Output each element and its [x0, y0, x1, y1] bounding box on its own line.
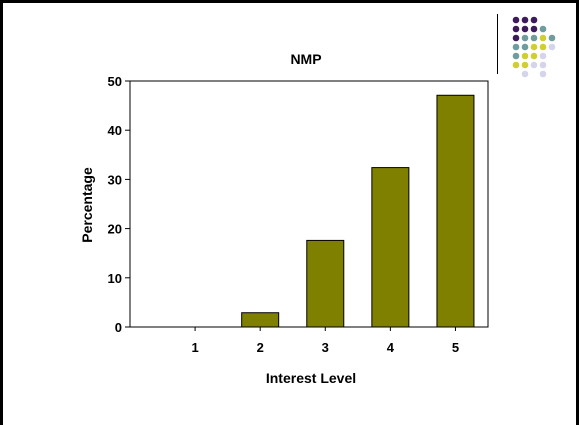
bar-4	[371, 167, 410, 328]
x-axis-label: Interest Level	[266, 370, 356, 386]
decorative-dot	[530, 16, 538, 24]
decorative-dot	[530, 61, 538, 69]
decorative-dot	[521, 61, 529, 69]
decorative-dot-grid	[512, 16, 556, 78]
decorative-dot	[539, 34, 547, 42]
decorative-dot	[512, 61, 520, 69]
bar-2	[241, 312, 280, 328]
decorative-dot	[548, 43, 556, 51]
decorative-dot	[521, 16, 529, 24]
decorative-dot	[530, 52, 538, 60]
decorative-divider	[497, 14, 498, 74]
x-tick-label: 3	[322, 340, 329, 355]
decorative-dot	[512, 16, 520, 24]
y-tick-label: 10	[108, 271, 122, 286]
y-tick-label: 30	[108, 172, 122, 187]
decorative-dot	[521, 52, 529, 60]
chart-title: NMP	[290, 51, 321, 67]
decorative-dot	[521, 43, 529, 51]
x-tick-label: 5	[452, 340, 459, 355]
decorative-dot	[521, 70, 529, 78]
decorative-dot	[512, 34, 520, 42]
x-tick-label: 2	[257, 340, 264, 355]
decorative-dot	[548, 34, 556, 42]
decorative-dot	[530, 43, 538, 51]
decorative-dot	[521, 34, 529, 42]
bar-5	[436, 94, 475, 328]
decorative-dot	[539, 43, 547, 51]
y-tick-label: 50	[108, 74, 122, 89]
decorative-dot	[512, 43, 520, 51]
decorative-dot	[539, 61, 547, 69]
decorative-dot	[521, 25, 529, 33]
y-tick-label: 0	[115, 320, 122, 335]
decorative-dot	[539, 70, 547, 78]
x-tick-label: 1	[191, 340, 198, 355]
y-tick-label: 40	[108, 123, 122, 138]
y-axis-label: Percentage	[79, 167, 95, 243]
decorative-dot	[530, 25, 538, 33]
decorative-dot	[512, 25, 520, 33]
decorative-dot	[539, 25, 547, 33]
decorative-dot	[539, 52, 547, 60]
bar-3	[306, 239, 345, 328]
decorative-dot	[512, 52, 520, 60]
x-tick-label: 4	[387, 340, 395, 355]
plot-area: 0 10 20 30 40 50 1 2 3 4 5	[108, 74, 489, 355]
y-tick-label: 20	[108, 222, 122, 237]
decorative-dot	[530, 34, 538, 42]
